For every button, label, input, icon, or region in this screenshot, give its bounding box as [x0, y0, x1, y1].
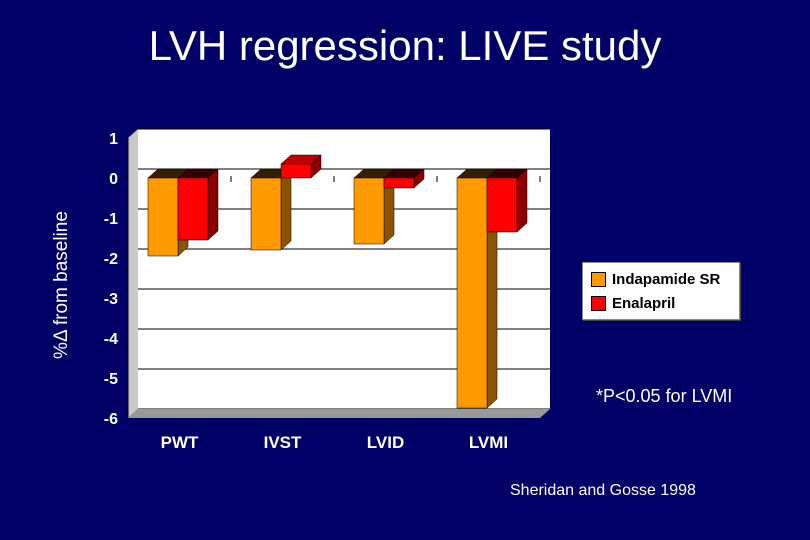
bar-pwt-indapamide-sr [147, 177, 179, 257]
legend-entry-indapamide: Indapamide SR [591, 268, 720, 290]
legend-label-indapamide: Indapamide SR [612, 270, 721, 288]
chart-legend: Indapamide SR Enalapril [582, 262, 740, 320]
y-tick-label: 0 [109, 171, 118, 188]
slide-title: LVH regression: LIVE study [148, 22, 662, 69]
chart-side-wall [128, 129, 138, 418]
significance-marker: * [503, 290, 513, 317]
x-tick-label: PWT [161, 433, 199, 452]
chart-floor [128, 409, 550, 418]
y-tick-label: -2 [104, 251, 118, 268]
x-tick-label: LVID [367, 433, 404, 452]
y-tick-label: -3 [104, 291, 118, 308]
bar-lvmi-enalapril [486, 177, 518, 233]
bar-side-lvmi-1 [516, 168, 528, 233]
bar-lvid-indapamide-sr [353, 177, 385, 245]
bar-pwt-enalapril [177, 177, 209, 241]
legend-label-enalapril: Enalapril [612, 294, 676, 312]
y-tick-label: -6 [104, 411, 118, 428]
legend-entry-enalapril: Enalapril [591, 292, 675, 314]
y-tick-label: -1 [104, 211, 118, 228]
y-tick-label: 1 [109, 131, 118, 148]
bar-lvmi-indapamide-sr [456, 177, 488, 409]
legend-swatch-enalapril [591, 295, 606, 311]
bar-ivst-indapamide-sr [250, 177, 282, 251]
legend-swatch-indapamide [591, 271, 606, 287]
source-citation: Sheridan and Gosse 1998 [510, 482, 696, 499]
x-tick-label: IVST [264, 433, 302, 452]
footnote: *P<0.05 for LVMI [596, 386, 733, 406]
bar-side-pwt-1 [207, 168, 219, 241]
y-tick-label: -4 [104, 331, 118, 348]
bar-side-ivst-0 [280, 168, 292, 251]
bar-lvid-enalapril [383, 177, 415, 189]
bar-ivst-enalapril [280, 163, 312, 179]
x-tick-label: LVMI [469, 433, 508, 452]
y-tick-label: -5 [104, 371, 118, 388]
